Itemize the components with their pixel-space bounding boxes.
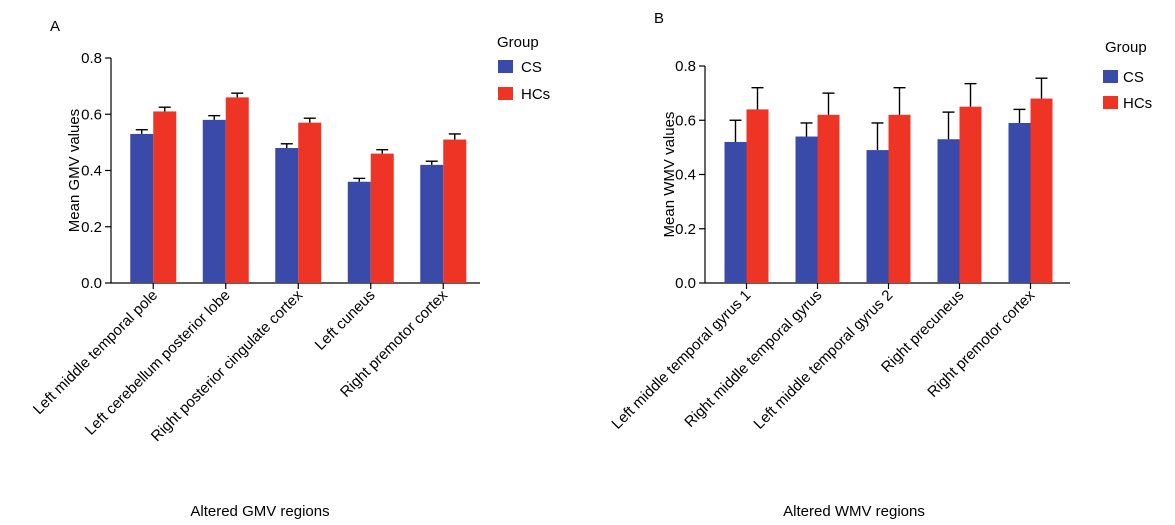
y-tick-label: 0.4 [81,163,102,180]
legend-swatch-hcs [498,87,513,100]
x-tick-label: Left middle temporal gyrus 2 [750,287,896,433]
bar-cs-2 [795,136,818,283]
bar-hcs-4 [959,106,982,283]
bar-cs-5 [1008,122,1031,284]
chart-panel-a: A 0.0 0.2 0.4 0.6 0.8 Mean GMV values Left midd… [30,18,550,520]
bar-hcs-1 [153,111,177,283]
bar-cs-4 [937,139,960,283]
legend-label-cs: CS [521,59,542,76]
bar-cs-2 [202,119,226,283]
panel-label: B [654,10,664,27]
y-tick-label: 0.8 [81,50,102,67]
x-tick-label: Left middle temporal pole [30,287,161,418]
y-axis-title: Mean GMV values [66,109,83,232]
x-tick-label: Left cerebellum posterior lobe [82,287,234,439]
y-tick-label: 0.2 [81,219,102,236]
legend-label-cs: CS [1123,69,1144,86]
legend-title: Group [1105,39,1147,56]
legend-label-hcs: HCs [1123,95,1152,112]
legend-swatch-cs [1103,70,1118,83]
y-tick-label: 0.6 [81,106,102,123]
bar-hcs-2 [225,97,249,283]
x-tick-label: Left cuneus [312,287,379,354]
bar-hcs-3 [888,114,911,283]
bar-cs-3 [275,148,299,283]
x-tick-label: Right posterior cingulate cortex [148,286,307,445]
bar-hcs-4 [370,153,394,283]
panel-label: A [50,18,60,35]
x-axis-title: Altered GMV regions [190,503,329,520]
legend-swatch-cs [498,60,513,73]
bar-cs-1 [724,141,747,283]
bar-cs-5 [420,164,444,283]
y-tick-label: 0.8 [675,58,696,75]
bar-cs-1 [130,133,154,283]
chart-panel-b: B 0.0 0.2 0.4 0.6 0.8 Mean WMV values Left midd… [608,10,1152,520]
x-axis-title: Altered WMV regions [783,503,925,520]
bar-hcs-2 [817,114,840,283]
x-tick-label: Right middle temporal gyrus [681,287,825,431]
x-tick-label: Left middle temporal gyrus 1 [608,287,754,433]
bar-hcs-5 [1030,98,1053,283]
legend-swatch-hcs [1103,96,1118,109]
legend-label-hcs: HCs [521,86,550,103]
legend: Group CS HCs [497,34,550,103]
y-tick-label: 0.0 [675,275,696,292]
y-axis-title: Mean WMV values [661,112,678,238]
bar-hcs-3 [298,122,322,283]
legend-title: Group [497,34,539,51]
legend: Group CS HCs [1103,39,1152,112]
y-tick-label: 0.0 [81,275,102,292]
bar-hcs-5 [443,139,467,283]
bar-cs-4 [347,181,371,283]
y-tick-label: 0.4 [675,167,696,184]
y-tick-label: 0.6 [675,112,696,129]
y-tick-label: 0.2 [675,221,696,238]
bar-cs-3 [866,150,889,283]
bar-hcs-1 [746,109,769,284]
